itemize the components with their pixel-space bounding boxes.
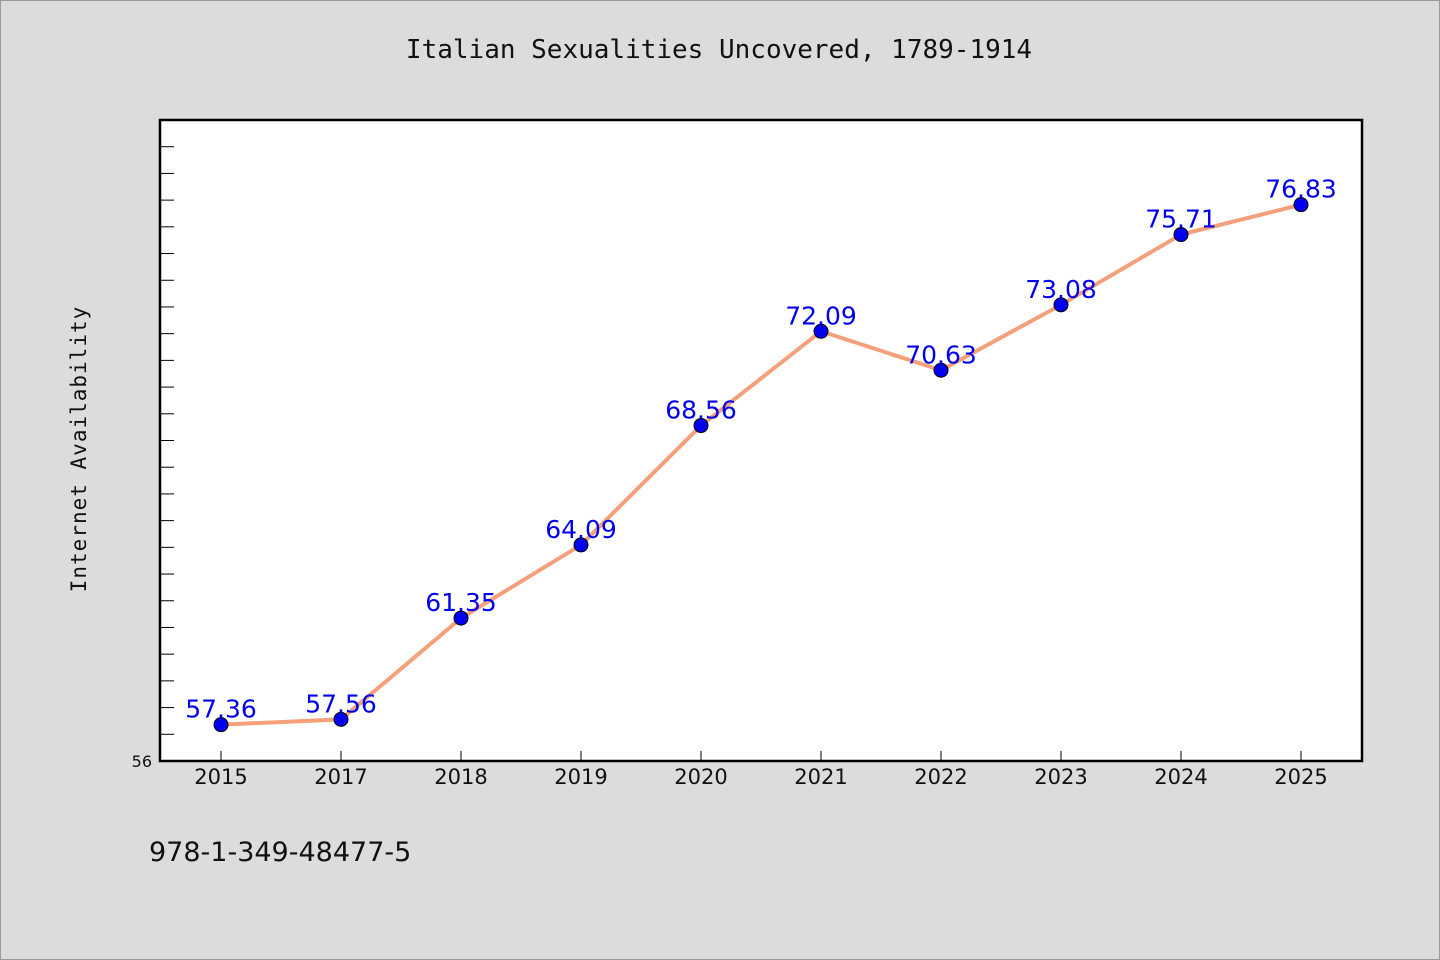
plot-area	[158, 118, 1364, 763]
x-tick-label: 2025	[1274, 765, 1327, 789]
y-tick-label: 56	[132, 752, 152, 771]
x-tick-label: 2024	[1154, 765, 1207, 789]
x-tick-label: 2021	[794, 765, 847, 789]
footer-code: 978-1-349-48477-5	[149, 837, 412, 868]
data-point	[1173, 227, 1189, 243]
series-line	[220, 202, 1302, 727]
data-labels: 57.36 57.56 61.35 64.09 68.56 72.09 70.63 73.08…	[185, 175, 1337, 724]
x-tick-label: 2022	[914, 765, 967, 789]
data-label: 61.35	[425, 588, 497, 617]
x-tick-label: 2018	[434, 765, 487, 789]
data-points	[213, 197, 1309, 733]
data-label: 70.63	[905, 340, 977, 369]
x-tick-label: 2015	[194, 765, 247, 789]
data-point	[213, 717, 229, 733]
data-label: 75.71	[1145, 205, 1217, 234]
data-label: 64.09	[545, 515, 617, 544]
x-ticks: 2015 2017 2018 2019 2020 2021 2022 2023 2024 2025	[194, 751, 1328, 789]
data-label: 57.56	[305, 689, 377, 718]
data-label: 76.83	[1265, 175, 1337, 204]
data-label: 57.36	[185, 695, 257, 724]
data-point	[933, 362, 949, 378]
data-point	[693, 418, 709, 434]
x-tick-label: 2020	[674, 765, 727, 789]
chart-title: Italian Sexualities Uncovered, 1789-1914	[405, 35, 1033, 65]
x-tick-label: 2019	[554, 765, 607, 789]
series-lines	[220, 202, 1302, 727]
data-point	[333, 711, 349, 727]
data-point	[813, 323, 829, 339]
data-point	[1053, 297, 1069, 313]
y-ticks: 56	[132, 119, 174, 771]
data-point	[1293, 197, 1309, 213]
x-tick-label: 2017	[314, 765, 367, 789]
data-point	[453, 610, 469, 626]
x-tick-label: 2023	[1034, 765, 1087, 789]
data-point	[573, 537, 589, 553]
data-label: 73.08	[1025, 275, 1097, 304]
data-label: 68.56	[665, 396, 737, 425]
data-label: 72.09	[785, 301, 857, 330]
